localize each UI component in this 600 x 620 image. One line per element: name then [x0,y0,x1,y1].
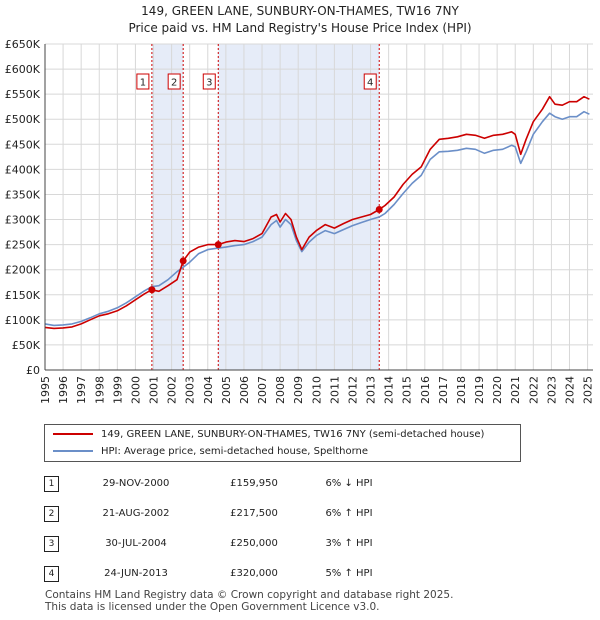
chart-subtitle: Price paid vs. HM Land Registry's House … [128,21,472,35]
x-tick-label: 2005 [220,376,233,404]
x-tick-label: 2000 [129,376,142,404]
x-tick-label: 2010 [310,376,323,404]
shaded-period [218,44,380,370]
legend-swatch-hpi [53,450,93,452]
y-tick-label: £650K [5,38,41,51]
sale-date: 21-AUG-2002 [102,508,170,519]
sale-hpi-change: 6% ↑ HPI [325,508,373,519]
x-tick-label: 1996 [57,376,70,404]
x-tick-label: 2020 [491,376,504,404]
x-tick-label: 2007 [256,376,269,404]
sale-row: 4 24-JUN-2013 £320,000 5% ↑ HPI [44,566,444,582]
x-tick-label: 1997 [75,376,88,404]
x-tick-label: 2022 [527,376,540,404]
x-tick-label: 2015 [401,376,414,404]
sale-number-badge: 3 [44,536,59,552]
x-tick-label: 2018 [455,376,468,404]
x-tick-label: 2003 [184,376,197,404]
x-tick-label: 2011 [328,376,341,404]
legend-label-price: 149, GREEN LANE, SUNBURY-ON-THAMES, TW16… [101,429,485,440]
sale-label-box [167,73,181,90]
x-tick-label: 2017 [437,376,450,404]
sale-label: 1 [140,78,146,89]
sale-hpi-change: 5% ↑ HPI [325,568,373,579]
sale-number-badge: 1 [44,476,59,492]
y-tick-label: £300K [5,214,41,227]
x-tick-label: 2008 [274,376,287,404]
x-tick-label: 2006 [238,376,251,404]
x-tick-label: 2019 [473,376,486,404]
sale-number-badge: 2 [44,506,59,522]
x-tick-label: 2002 [166,376,179,404]
y-tick-label: £550K [5,88,41,101]
sale-date: 29-NOV-2000 [102,478,170,489]
shaded-period [151,44,184,370]
y-tick-label: £350K [5,188,41,201]
sale-label: 4 [367,78,373,89]
legend-item-hpi: HPI: Average price, semi-detached house,… [53,444,368,460]
sale-label: 2 [171,78,177,89]
sale-point [148,286,156,294]
y-tick-label: £50K [12,339,41,352]
hpi-line [44,110,590,327]
sale-row: 2 21-AUG-2002 £217,500 6% ↑ HPI [44,506,444,522]
y-tick-label: £450K [5,138,41,151]
sale-price: £250,000 [230,538,278,549]
sale-date: 30-JUL-2004 [105,538,167,549]
footer-copyright: Contains HM Land Registry data © Crown c… [45,589,454,601]
sale-label-box [136,73,150,90]
x-tick-label: 2023 [545,376,558,404]
chart-title: 149, GREEN LANE, SUNBURY-ON-THAMES, TW16… [141,4,459,18]
y-tick-label: £250K [5,239,41,252]
sale-point [214,241,222,249]
sale-hpi-change: 6% ↓ HPI [325,478,373,489]
y-tick-label: £600K [5,63,41,76]
y-tick-label: £500K [5,113,41,126]
sale-label-box [202,73,216,90]
sale-price: £320,000 [230,568,278,579]
y-tick-label: £0 [26,364,40,377]
sale-point [179,257,187,265]
x-tick-label: 2024 [563,376,576,404]
sale-label-box [363,73,377,90]
x-tick-label: 1998 [93,376,106,404]
sale-point [375,206,383,214]
price-chart: 1 2 3 4 £0 £50K £100K £150K £200K £250K £300K £350… [5,38,595,404]
x-tick-label: 2001 [148,376,161,404]
legend-label-hpi: HPI: Average price, semi-detached house,… [101,446,369,457]
x-tick-label: 2014 [383,376,396,404]
x-tick-label: 2016 [419,376,432,404]
x-tick-label: 2025 [582,376,595,404]
price-paid-line [44,95,590,330]
x-tick-label: 2013 [365,376,378,404]
y-tick-label: £100K [5,314,41,327]
sale-price: £217,500 [230,508,278,519]
sale-date: 24-JUN-2013 [104,568,168,579]
sale-row: 3 30-JUL-2004 £250,000 3% ↑ HPI [44,536,444,552]
x-tick-label: 2012 [346,376,359,404]
legend-swatch-price [53,433,93,435]
sale-number-badge: 4 [44,566,59,582]
sale-price: £159,950 [230,478,278,489]
x-tick-label: 2009 [292,376,305,404]
x-tick-label: 1999 [111,376,124,404]
x-tick-label: 1995 [39,376,52,404]
x-tick-label: 2021 [509,376,522,404]
sale-row: 1 29-NOV-2000 £159,950 6% ↓ HPI [44,476,444,492]
footer-licence: This data is licensed under the Open Gov… [45,601,380,613]
sale-label: 3 [206,78,212,89]
y-tick-label: £200K [5,264,41,277]
legend-item-price: 149, GREEN LANE, SUNBURY-ON-THAMES, TW16… [53,427,484,443]
sale-hpi-change: 3% ↑ HPI [325,538,373,549]
x-tick-label: 2004 [202,376,215,404]
y-tick-label: £400K [5,163,41,176]
y-tick-label: £150K [5,289,41,302]
legend: 149, GREEN LANE, SUNBURY-ON-THAMES, TW16… [44,424,521,462]
